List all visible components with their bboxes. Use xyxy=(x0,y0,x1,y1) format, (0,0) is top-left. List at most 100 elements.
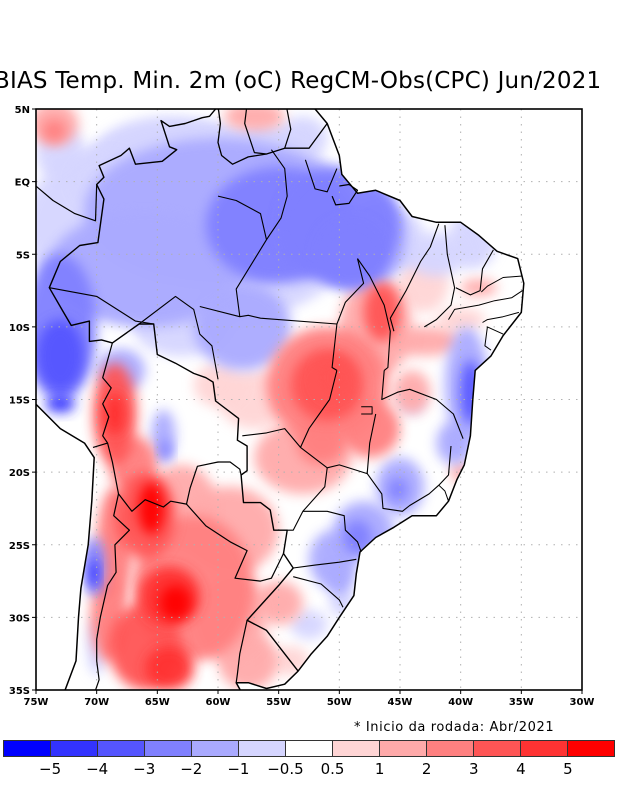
colorbar-level-label: −5 xyxy=(39,760,62,778)
colorbar-swatch xyxy=(239,741,286,756)
colorbar-level-label: −4 xyxy=(86,760,109,778)
y-tick-label: 35S xyxy=(9,686,30,697)
colorbar-swatch xyxy=(568,741,614,756)
y-tick-label: 30S xyxy=(9,613,30,624)
y-tick-label: 25S xyxy=(9,541,30,552)
run-start-note: * Inicio da rodada: Abr/2021 xyxy=(354,720,555,735)
colorbar xyxy=(3,740,615,757)
bias-contour-patch xyxy=(45,395,75,413)
border-bolivia xyxy=(102,342,242,512)
state-amapa xyxy=(304,159,338,193)
marajo-island xyxy=(331,183,359,206)
state-sp-parana xyxy=(302,510,362,553)
state-tocantins-east xyxy=(357,258,391,371)
colorbar-swatch xyxy=(145,741,192,756)
colorbar-level-label: 4 xyxy=(516,760,526,778)
colorbar-swatch xyxy=(474,741,521,756)
colorbar-level-label: −0.5 xyxy=(267,760,304,778)
bias-contour-patch xyxy=(159,440,172,461)
bias-contour-patch xyxy=(159,585,192,621)
state-es-rj xyxy=(438,484,449,502)
bias-field xyxy=(36,109,524,690)
colorbar-swatch xyxy=(192,741,239,756)
x-tick-label: 40W xyxy=(448,697,473,708)
colorbar-swatch xyxy=(427,741,474,756)
bias-contour-patch xyxy=(254,581,303,625)
x-tick-label: 70W xyxy=(84,697,109,708)
y-tick-label: 5N xyxy=(15,105,30,116)
state-ms-mt xyxy=(242,428,301,448)
colorbar-level-label: 0.5 xyxy=(320,760,345,778)
state-amazonas-para xyxy=(217,195,268,317)
border-paraguay-argentina xyxy=(186,503,285,582)
state-acre-amazonas xyxy=(49,287,154,325)
bias-contour-patch xyxy=(145,646,194,690)
state-sc-rs xyxy=(293,576,344,608)
colorbar-level-label: −1 xyxy=(227,760,250,778)
border-ecuador-peru xyxy=(0,183,32,248)
colorbar-swatch xyxy=(333,741,380,756)
bias-contour-patch xyxy=(42,119,67,143)
y-tick-label: 15S xyxy=(9,396,30,407)
state-pb-pe xyxy=(448,290,523,320)
country-state-borders xyxy=(0,109,525,690)
border-uruguay-argentina xyxy=(235,620,248,683)
bias-contour-patch xyxy=(342,520,373,555)
state-maranhao-piaui xyxy=(389,223,440,332)
bias-contour-patch xyxy=(315,355,352,400)
bias-contour-patch xyxy=(460,279,498,297)
bias-contour-patch xyxy=(89,559,100,589)
bias-contour-patch xyxy=(363,283,400,342)
axis-ticks: 75W 70W 65W 60W 55W 50W 45W 40W 35W 30W 5N EQ 5S 10S 1… xyxy=(9,105,595,708)
x-tick-label: 60W xyxy=(206,697,231,708)
border-guyana-suriname xyxy=(244,109,267,155)
colorbar-swatch xyxy=(4,741,51,756)
state-df xyxy=(361,406,373,415)
state-mato-grosso-north xyxy=(199,305,337,325)
bias-contour-patch xyxy=(327,566,352,596)
y-tick-label: 10S xyxy=(9,323,30,334)
bias-contour-patch xyxy=(387,478,408,502)
x-tick-label: 30W xyxy=(570,697,595,708)
border-chile-argentina xyxy=(94,493,130,690)
colorbar-swatch xyxy=(521,741,568,756)
bias-contour-patch xyxy=(339,399,401,458)
y-tick-label: EQ xyxy=(15,178,30,189)
coastline xyxy=(36,109,525,690)
y-tick-label: 5S xyxy=(16,250,30,261)
colorbar-level-label: −3 xyxy=(133,760,156,778)
state-mg-south xyxy=(366,445,452,512)
state-para-amapa-west xyxy=(266,149,288,241)
state-se xyxy=(484,326,504,351)
colorbar-level-label: 1 xyxy=(374,760,385,778)
bias-contour-patch xyxy=(224,109,285,131)
colorbar-level-label: 5 xyxy=(563,760,573,778)
colorbar-swatch xyxy=(98,741,145,756)
colorbar-swatch xyxy=(51,741,98,756)
state-bahia-mg xyxy=(381,370,464,439)
colorbar-level-label: 2 xyxy=(421,760,432,778)
x-tick-label: 35W xyxy=(509,697,534,708)
bias-contour-patch xyxy=(296,421,346,465)
colorbar-swatch xyxy=(380,741,427,756)
x-tick-label: 45W xyxy=(388,697,413,708)
state-rondonia xyxy=(138,295,219,380)
state-piaui-ceara xyxy=(424,225,456,328)
bias-contour-patch xyxy=(393,370,431,415)
x-tick-label: 65W xyxy=(145,697,170,708)
y-tick-label: 20S xyxy=(9,468,30,479)
x-tick-label: 55W xyxy=(266,697,291,708)
x-tick-label: 75W xyxy=(24,697,49,708)
bias-contour-patch xyxy=(138,482,165,535)
border-colombia-peru-ecuador xyxy=(36,184,98,222)
border-guianas xyxy=(217,109,328,165)
bias-contour-patch xyxy=(193,363,243,407)
x-tick-label: 50W xyxy=(327,697,352,708)
colorbar-level-label: 3 xyxy=(468,760,479,778)
bias-contour-patch xyxy=(406,232,467,277)
chart-title: BIAS Temp. Min. 2m (oC) RegCM-Obs(CPC) J… xyxy=(0,68,602,94)
state-rn-pb xyxy=(480,275,523,293)
gridlines xyxy=(36,109,582,690)
border-peru-chile xyxy=(92,442,108,448)
bias-map: 75W 70W 65W 60W 55W 50W 45W 40W 35W 30W 5N EQ 5S 10S 1… xyxy=(0,105,595,708)
